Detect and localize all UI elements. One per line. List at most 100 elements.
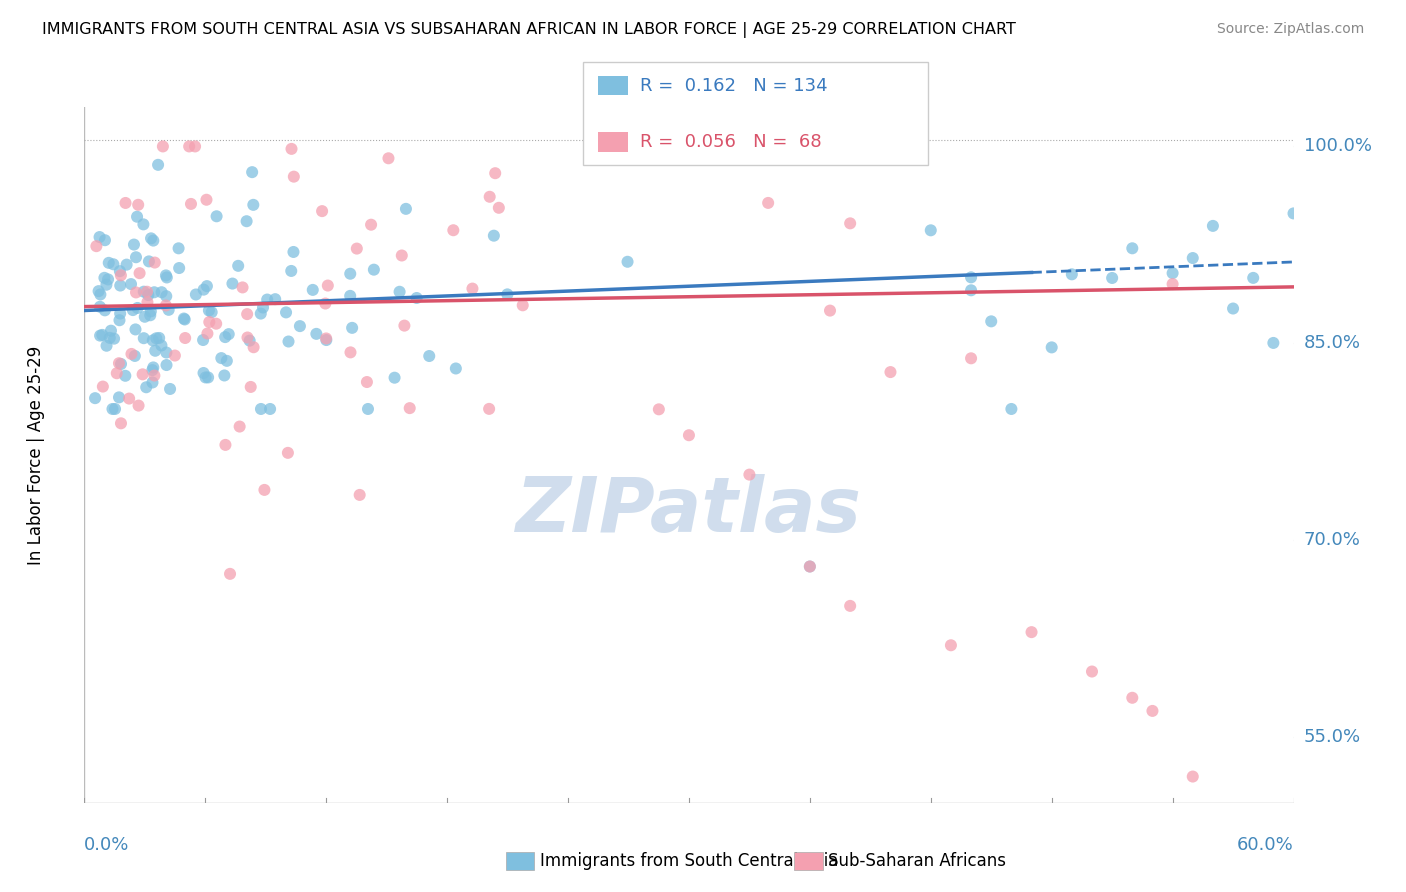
Point xyxy=(127,301,149,315)
Point xyxy=(173,312,195,326)
Point xyxy=(1021,625,1043,640)
Point xyxy=(103,257,125,271)
Point xyxy=(155,268,177,283)
Point xyxy=(96,277,118,292)
Text: 100.0%: 100.0% xyxy=(1303,137,1372,155)
Point xyxy=(1040,340,1063,354)
Point xyxy=(110,278,132,293)
Point xyxy=(124,349,146,363)
Point xyxy=(496,287,519,301)
Point xyxy=(100,324,122,338)
Point xyxy=(799,559,821,574)
Point xyxy=(1121,241,1143,255)
Text: 55.0%: 55.0% xyxy=(1303,728,1361,747)
Point xyxy=(139,304,162,318)
Text: Source: ZipAtlas.com: Source: ZipAtlas.com xyxy=(1216,22,1364,37)
Point xyxy=(1142,704,1164,718)
Point xyxy=(125,285,148,300)
Point xyxy=(340,321,363,335)
Point xyxy=(1202,219,1225,233)
Point xyxy=(214,438,236,452)
Point xyxy=(89,328,111,343)
Point xyxy=(121,347,143,361)
Point xyxy=(136,295,159,310)
Text: R =  0.162   N = 134: R = 0.162 N = 134 xyxy=(640,77,827,95)
Point xyxy=(134,310,156,324)
Point xyxy=(283,169,305,184)
Point xyxy=(277,334,299,349)
Point xyxy=(157,302,180,317)
Point xyxy=(122,303,145,318)
Point xyxy=(239,380,262,394)
Point xyxy=(97,272,120,286)
Point xyxy=(356,375,378,389)
Point xyxy=(87,284,110,298)
Point xyxy=(141,363,163,377)
Point xyxy=(184,287,207,301)
Text: 85.0%: 85.0% xyxy=(1303,334,1361,352)
Point xyxy=(239,334,262,348)
Point xyxy=(960,351,983,366)
Point xyxy=(110,357,132,371)
Point xyxy=(236,330,259,344)
Point xyxy=(195,279,218,293)
Point xyxy=(1101,271,1123,285)
Point xyxy=(108,264,131,278)
Point xyxy=(174,331,197,345)
Point xyxy=(315,331,337,345)
Point xyxy=(143,343,166,358)
Point xyxy=(128,266,150,280)
Point xyxy=(250,401,273,416)
Text: 0.0%: 0.0% xyxy=(84,836,129,854)
Point xyxy=(394,318,416,333)
Point xyxy=(205,317,228,331)
Point xyxy=(357,401,380,416)
Point xyxy=(301,283,323,297)
Text: Immigrants from South Central Asia: Immigrants from South Central Asia xyxy=(540,852,838,870)
Point xyxy=(228,419,250,434)
Point xyxy=(512,298,534,312)
Point xyxy=(314,296,336,310)
Point xyxy=(1161,277,1184,291)
Point xyxy=(127,198,149,212)
Point xyxy=(441,223,464,237)
Point xyxy=(115,258,138,272)
Point xyxy=(478,190,501,204)
Point xyxy=(128,399,150,413)
Point xyxy=(103,332,125,346)
Point xyxy=(444,361,467,376)
Text: Sub-Saharan Africans: Sub-Saharan Africans xyxy=(828,852,1007,870)
Point xyxy=(738,467,761,482)
Point xyxy=(920,223,942,237)
Point xyxy=(288,319,311,334)
Point xyxy=(155,345,177,359)
Point xyxy=(94,233,117,247)
Point xyxy=(418,349,440,363)
Point xyxy=(1081,665,1104,679)
Point xyxy=(346,242,368,256)
Point xyxy=(143,255,166,269)
Text: 70.0%: 70.0% xyxy=(1303,532,1361,549)
Point xyxy=(139,231,162,245)
Point xyxy=(108,313,131,327)
Point xyxy=(193,283,215,297)
Point xyxy=(384,370,406,384)
Point xyxy=(395,202,418,216)
Point xyxy=(143,285,166,300)
Point xyxy=(274,305,297,319)
Point xyxy=(315,333,337,347)
Point xyxy=(198,303,221,318)
Point xyxy=(405,291,427,305)
Point xyxy=(339,289,361,303)
Point xyxy=(259,401,281,416)
Text: 60.0%: 60.0% xyxy=(1237,836,1294,854)
Point xyxy=(180,197,202,211)
Point xyxy=(159,382,181,396)
Point xyxy=(97,256,120,270)
Point xyxy=(235,214,257,228)
Point xyxy=(197,370,219,384)
Point xyxy=(1121,690,1143,705)
Point xyxy=(363,262,385,277)
Point xyxy=(264,292,287,306)
Point xyxy=(132,218,155,232)
